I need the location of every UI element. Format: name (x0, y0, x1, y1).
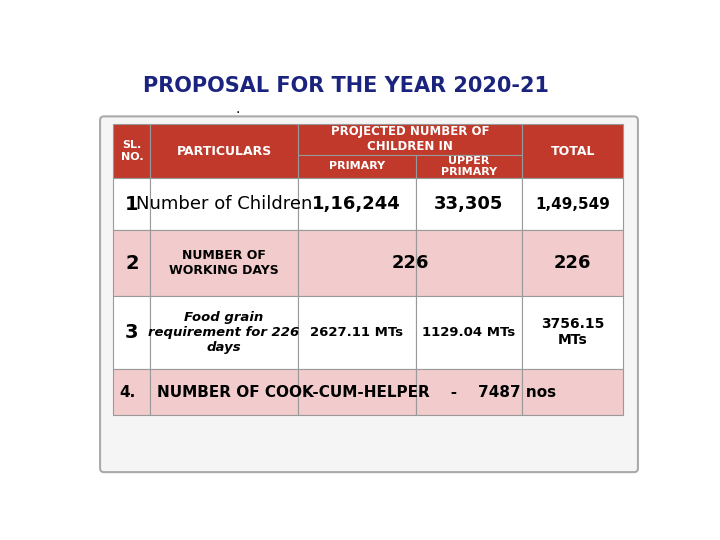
Bar (113, 296, 150, 369)
Text: 4.: 4. (120, 384, 135, 400)
Bar (297, 369, 415, 415)
Text: 33,305: 33,305 (434, 195, 504, 213)
Text: PROPOSAL FOR THE YEAR 2020-21: PROPOSAL FOR THE YEAR 2020-21 (143, 76, 549, 96)
Bar (113, 369, 150, 415)
Text: Number of Children: Number of Children (136, 195, 312, 213)
Bar (150, 369, 297, 415)
Bar (113, 124, 150, 178)
Bar (297, 155, 415, 178)
Bar (523, 369, 624, 415)
Text: NUMBER OF
WORKING DAYS: NUMBER OF WORKING DAYS (169, 249, 279, 277)
Bar (415, 296, 523, 369)
Bar (113, 178, 150, 231)
Text: PARTICULARS: PARTICULARS (176, 145, 271, 158)
Bar (297, 296, 415, 369)
FancyBboxPatch shape (100, 117, 638, 472)
Text: 1: 1 (125, 195, 139, 214)
Text: 1129.04 MTs: 1129.04 MTs (423, 326, 516, 339)
Text: PRIMARY: PRIMARY (328, 161, 384, 171)
Bar (415, 155, 523, 178)
Text: 1,49,549: 1,49,549 (536, 197, 611, 212)
Bar (150, 124, 297, 178)
Bar (297, 231, 415, 296)
Bar (297, 124, 523, 155)
Text: 3: 3 (125, 323, 138, 342)
Text: PROJECTED NUMBER OF
CHILDREN IN: PROJECTED NUMBER OF CHILDREN IN (330, 125, 490, 153)
Text: 3756.15
MTs: 3756.15 MTs (541, 318, 605, 347)
Bar (113, 231, 150, 296)
Bar (297, 178, 415, 231)
Text: TOTAL: TOTAL (551, 145, 595, 158)
Bar (415, 369, 523, 415)
Bar (523, 231, 624, 296)
Text: 226: 226 (392, 254, 429, 272)
Text: UPPER
PRIMARY: UPPER PRIMARY (441, 156, 497, 177)
Text: .: . (235, 103, 240, 117)
Bar (523, 178, 624, 231)
Text: 2: 2 (125, 254, 139, 273)
Bar (523, 124, 624, 178)
Text: 226: 226 (554, 254, 592, 272)
Bar (150, 231, 297, 296)
Bar (415, 231, 523, 296)
Text: NUMBER OF COOK-CUM-HELPER    -    7487 nos: NUMBER OF COOK-CUM-HELPER - 7487 nos (157, 384, 556, 400)
Text: 1,16,244: 1,16,244 (312, 195, 401, 213)
Text: Food grain
requirement for 226
days: Food grain requirement for 226 days (148, 311, 300, 354)
Text: SL.
NO.: SL. NO. (120, 140, 143, 162)
Text: 2627.11 MTs: 2627.11 MTs (310, 326, 403, 339)
Bar (523, 296, 624, 369)
Bar (150, 178, 297, 231)
Bar (415, 178, 523, 231)
Bar (150, 296, 297, 369)
